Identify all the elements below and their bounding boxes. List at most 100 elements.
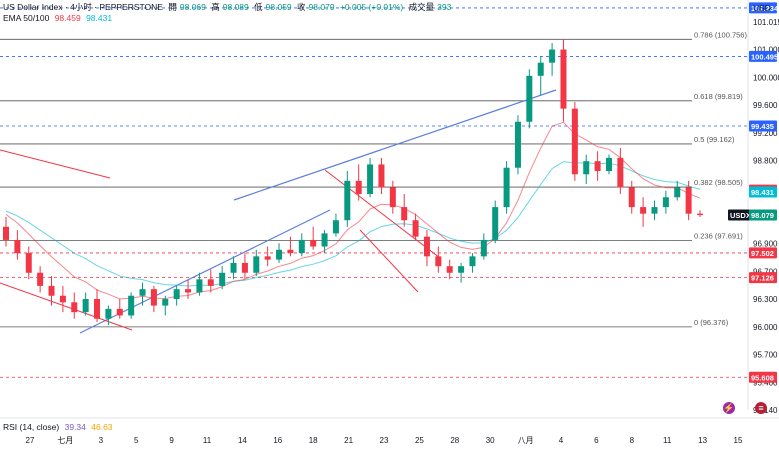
x-tick-label: 11 xyxy=(663,436,672,445)
candle xyxy=(571,102,578,181)
candle xyxy=(219,266,226,290)
price-badge[interactable]: 100.495 xyxy=(749,50,778,62)
candle xyxy=(276,243,283,263)
ema-legend[interactable]: EMA 50/100 98.459 98.431 xyxy=(3,13,113,23)
price-badge[interactable]: 97.126 xyxy=(749,272,777,284)
candle-body xyxy=(355,180,362,194)
x-tick-label: 16 xyxy=(273,436,282,445)
candle-body xyxy=(321,233,328,247)
candle xyxy=(685,180,692,221)
candle xyxy=(480,233,487,260)
candle-body xyxy=(128,295,135,316)
candle-body xyxy=(25,253,32,273)
y-tick-label: 100.000 xyxy=(753,73,779,82)
price-badge-bg xyxy=(749,247,777,259)
candle xyxy=(628,180,635,214)
candle xyxy=(583,154,590,185)
candle xyxy=(458,262,465,283)
x-tick-label: 13 xyxy=(698,436,707,445)
candle-body xyxy=(150,289,157,306)
x-tick-label: 6 xyxy=(594,436,599,445)
x-tick-label: 27 xyxy=(26,436,35,445)
price-badge-label: 99.435 xyxy=(751,122,774,131)
price-badge[interactable]: USDX xyxy=(728,209,751,221)
candle xyxy=(435,246,442,273)
y-tick-label: 98.800 xyxy=(753,157,778,166)
candle xyxy=(162,295,169,316)
candle xyxy=(378,157,385,194)
candle-body xyxy=(389,187,396,208)
candle xyxy=(549,42,556,76)
candle xyxy=(332,213,339,237)
fib-level-label: 0.618 (99.819) xyxy=(694,92,743,101)
candle-body xyxy=(105,308,112,319)
candle-body xyxy=(514,121,521,168)
candle xyxy=(321,230,328,254)
rsi-value: 39.34 xyxy=(64,422,86,432)
us-flag-icon[interactable]: ≡ xyxy=(755,402,767,414)
price-badge[interactable]: 101.234 xyxy=(749,2,779,14)
falling-channel-lower[interactable] xyxy=(359,229,419,293)
price-badge[interactable]: 98.079 xyxy=(749,209,777,221)
symbol-title[interactable]: US Dollar Index · 4小时 · PEPPERSTONE xyxy=(3,2,163,12)
x-tick-label: 30 xyxy=(486,436,495,445)
candle-body xyxy=(298,239,305,254)
candle-body xyxy=(276,249,283,260)
candle-body xyxy=(560,49,567,109)
candle xyxy=(253,249,260,277)
falling-channel-upper[interactable] xyxy=(324,169,441,259)
x-tick-label: 23 xyxy=(380,436,389,445)
y-tick-label: 101.000 xyxy=(753,46,779,55)
ema-100-line xyxy=(5,161,701,287)
candle-body xyxy=(48,285,55,296)
candle-body xyxy=(423,236,430,257)
candle xyxy=(207,269,214,293)
candle-body xyxy=(378,164,385,188)
candle xyxy=(674,180,681,201)
upper-trendline[interactable] xyxy=(233,89,557,201)
price-badge-label: 97.126 xyxy=(751,274,774,283)
price-badge[interactable]: 95.608 xyxy=(749,371,777,383)
early-lower-line[interactable] xyxy=(0,282,133,331)
price-badge-label: 100.495 xyxy=(751,52,778,61)
candle-body xyxy=(492,207,499,240)
price-badge[interactable]: 99.435 xyxy=(749,120,777,132)
candle-body xyxy=(617,157,624,188)
candle xyxy=(3,216,9,247)
candle xyxy=(310,226,317,250)
candle-body xyxy=(310,239,317,247)
candle-body xyxy=(185,289,192,293)
x-tick-label: 3 xyxy=(99,436,104,445)
candle xyxy=(71,292,78,319)
candle xyxy=(196,272,203,296)
x-tick-label: 21 xyxy=(344,436,353,445)
candle-body xyxy=(241,262,248,273)
x-tick-label: 28 xyxy=(450,436,459,445)
price-badge[interactable]: 98.431 xyxy=(749,186,777,198)
rsi-legend[interactable]: RSI (14, close) 39.34 46.63 xyxy=(3,422,113,432)
candle-body xyxy=(139,289,146,296)
early-downtrend-line[interactable] xyxy=(0,149,111,179)
y-tick-label: 96.000 xyxy=(753,323,778,332)
candle xyxy=(185,279,192,300)
price-badge-label: 101.234 xyxy=(751,4,779,13)
price-badge-bg xyxy=(749,371,777,383)
candle-body xyxy=(697,213,703,216)
candle xyxy=(594,151,601,181)
candle xyxy=(401,193,408,227)
candle-body xyxy=(640,207,647,214)
high-value: 98.089 xyxy=(222,2,249,12)
lightning-icon[interactable]: ⚡ xyxy=(723,402,735,414)
price-badge-bg xyxy=(749,272,777,284)
candle xyxy=(412,213,419,240)
fib-level-label: 0.786 (100.756) xyxy=(694,30,747,39)
price-badge-bg xyxy=(749,120,777,132)
rsi-ma-value: 46.63 xyxy=(91,422,113,432)
candle xyxy=(82,292,89,316)
fib-level-label: 0 (96.376) xyxy=(694,318,729,327)
candle xyxy=(526,69,533,129)
candle-body xyxy=(685,187,692,214)
price-badge[interactable]: 97.502 xyxy=(749,247,777,259)
volume-value: 393 xyxy=(437,2,452,12)
